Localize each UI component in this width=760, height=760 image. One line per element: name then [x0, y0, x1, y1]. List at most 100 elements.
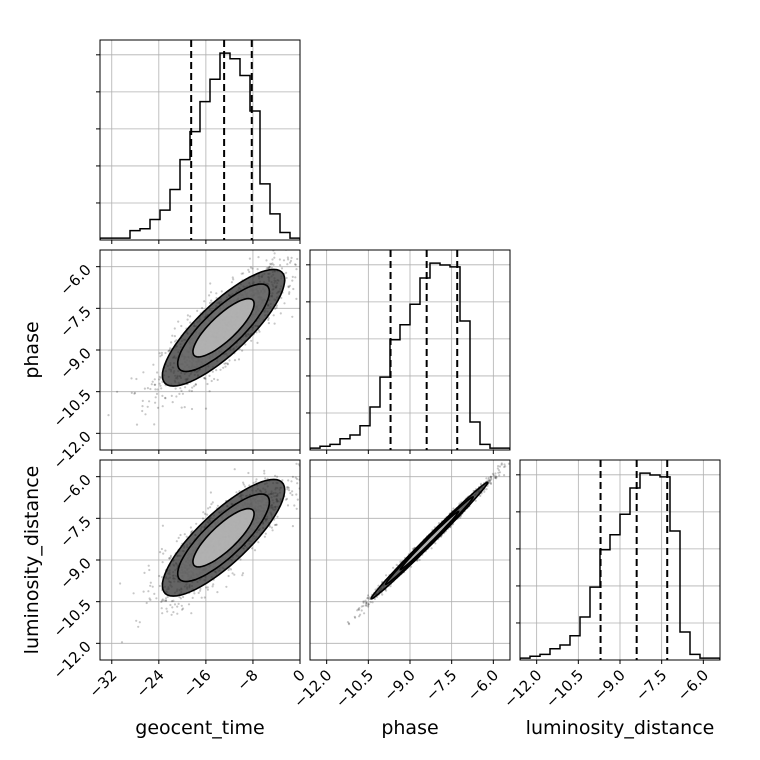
scatter-point: [270, 263, 273, 266]
scatter-point: [190, 612, 193, 615]
scatter-point: [258, 330, 261, 333]
scatter-point: [179, 597, 182, 600]
scatter-point: [178, 596, 181, 599]
scatter-point: [173, 327, 176, 330]
scatter-point: [141, 405, 144, 408]
scatter-point: [288, 292, 291, 295]
scatter-point: [141, 399, 144, 402]
scatter-point: [211, 370, 214, 373]
scatter-point: [303, 474, 305, 476]
scatter-point: [168, 349, 171, 352]
scatter-point: [156, 406, 160, 409]
scatter-point: [170, 394, 173, 397]
scatter-point: [180, 406, 183, 409]
scatter-point: [488, 481, 491, 484]
scatter-point: [216, 504, 219, 507]
scatter-point: [153, 378, 156, 381]
scatter-point: [211, 585, 214, 588]
scatter-point: [287, 285, 290, 288]
scatter-point: [496, 467, 499, 470]
scatter-point: [373, 597, 376, 601]
scatter-point: [287, 258, 290, 261]
scatter-point: [286, 486, 289, 489]
ylabel-luminosity-distance: luminosity_distance: [21, 466, 43, 655]
scatter-point: [358, 615, 361, 618]
ytick-label: −7.5: [56, 302, 94, 340]
scatter-point: [206, 588, 209, 591]
scatter-point: [242, 272, 245, 275]
scatter-point: [279, 312, 282, 315]
scatter-point: [190, 389, 193, 393]
scatter-point: [203, 300, 206, 303]
scatter-point: [365, 601, 368, 604]
scatter-point: [200, 596, 203, 599]
axis-labels: geocent_time phase luminosity_distance p…: [21, 321, 714, 739]
scatter-point: [215, 369, 218, 372]
scatter-point: [187, 603, 191, 606]
scatter-point: [155, 597, 158, 600]
scatter-point: [241, 574, 244, 577]
scatter-point: [180, 389, 183, 392]
scatter-point: [273, 256, 276, 259]
scatter-point: [418, 558, 421, 562]
scatter-point: [503, 474, 506, 477]
scatter-point: [291, 525, 294, 528]
scatter-point: [147, 564, 150, 567]
scatter-point: [357, 608, 361, 611]
scatter-point: [146, 405, 149, 408]
scatter-point: [247, 268, 250, 271]
scatter-point: [248, 270, 251, 273]
scatter-point: [249, 266, 252, 269]
scatter-point: [274, 523, 278, 526]
scatter-point: [159, 376, 163, 379]
scatter-point: [273, 523, 276, 527]
scatter-point: [358, 607, 361, 610]
xlabel-geocent-time: geocent_time: [135, 717, 264, 739]
scatter-point: [145, 601, 148, 605]
scatter-point: [291, 275, 294, 278]
scatter-point: [287, 479, 290, 482]
scatter-point: [268, 265, 271, 269]
scatter-point: [177, 536, 180, 540]
scatter-point: [158, 375, 161, 378]
scatter-point: [197, 591, 200, 595]
scatter-point: [201, 517, 205, 520]
scatter-point: [168, 557, 171, 560]
scatter-point: [488, 479, 491, 482]
scatter-point: [515, 451, 517, 453]
scatter-point: [271, 453, 273, 455]
scatter-point: [168, 557, 171, 560]
scatter-point: [488, 479, 491, 482]
scatter-point: [172, 611, 175, 614]
scatter-point: [243, 485, 247, 488]
scatter-point: [489, 475, 492, 478]
scatter-point: [206, 382, 209, 386]
scatter-point: [362, 600, 365, 603]
scatter-point: [155, 392, 159, 395]
scatter-point: [459, 516, 462, 519]
scatter-point: [367, 603, 370, 606]
scatter-point: [290, 480, 293, 483]
scatter-point: [295, 493, 298, 496]
xlabel-phase: phase: [381, 717, 438, 739]
scatter-point: [354, 616, 357, 619]
scatter-point: [171, 401, 174, 404]
xtick-label: −7.5: [422, 666, 460, 704]
scatter-point: [497, 465, 500, 468]
scatter-point: [263, 469, 266, 472]
scatter-point: [360, 605, 363, 608]
scatter-point: [286, 256, 289, 259]
scatter-point: [161, 394, 164, 397]
scatter-point: [272, 263, 275, 266]
scatter-point: [181, 608, 184, 611]
scatter-point: [215, 296, 218, 300]
panel-luminosity_distance-luminosity_distance: −12.0−10.5 −9.0 −7.5 −6.0: [500, 459, 721, 711]
scatter-point: [161, 612, 164, 615]
scatter-point: [250, 339, 253, 342]
scatter-point: [263, 535, 266, 538]
scatter-point: [153, 592, 156, 596]
scatter-point: [175, 339, 178, 342]
scatter-point: [276, 515, 279, 518]
scatter-point: [265, 259, 268, 262]
scatter-point: [268, 525, 271, 528]
